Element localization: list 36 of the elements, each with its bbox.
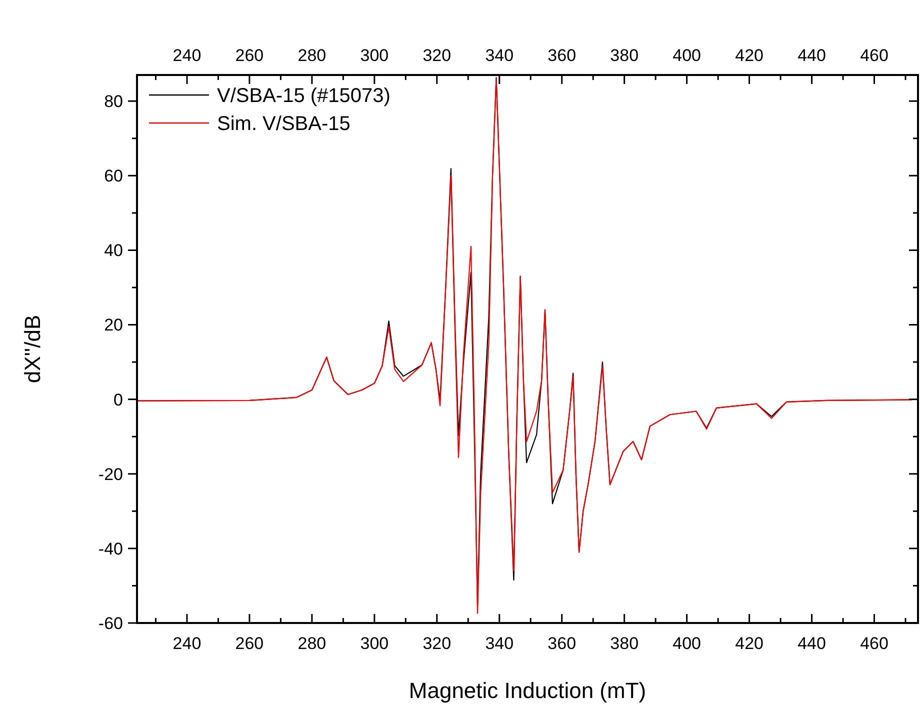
x2-tick-label: 420 bbox=[735, 634, 764, 653]
x-tick-label: 300 bbox=[360, 46, 389, 65]
x-tick-label: 240 bbox=[172, 46, 202, 65]
x-tick-label: 280 bbox=[298, 46, 326, 65]
y-tick-label: 0 bbox=[114, 390, 123, 410]
x2-tick-label: 460 bbox=[860, 634, 888, 653]
y-tick-label: -60 bbox=[98, 614, 123, 633]
x2-tick-label: 300 bbox=[360, 634, 389, 653]
x2-tick-label: 360 bbox=[548, 634, 576, 653]
y-tick-label: -40 bbox=[98, 539, 123, 558]
y-tick-label: 80 bbox=[104, 92, 123, 112]
x2-tick-label: 400 bbox=[672, 634, 702, 653]
x-tick-label: 440 bbox=[798, 46, 826, 65]
y-tick-label: 60 bbox=[104, 166, 123, 186]
x-axis-title: Magnetic Induction (mT) bbox=[408, 678, 646, 703]
x2-tick-label: 320 bbox=[422, 634, 452, 653]
x-tick-label: 360 bbox=[548, 46, 576, 65]
x-tick-label: 420 bbox=[735, 46, 764, 65]
legend-label: Sim. V/SBA-15 bbox=[217, 113, 350, 135]
legend-label: V/SBA-15 (#15073) bbox=[217, 85, 390, 107]
x-tick-label: 320 bbox=[422, 46, 452, 65]
x-tick-label: 260 bbox=[235, 46, 264, 65]
x2-tick-label: 440 bbox=[798, 634, 826, 653]
x-tick-label: 400 bbox=[672, 46, 702, 65]
x2-tick-label: 240 bbox=[172, 634, 202, 653]
y-tick-label: 20 bbox=[104, 316, 123, 335]
y-axis-title: dX''/dB bbox=[20, 314, 45, 384]
y-tick-label: 40 bbox=[104, 241, 123, 260]
x2-tick-label: 280 bbox=[298, 634, 326, 653]
x2-tick-label: 380 bbox=[610, 634, 639, 653]
x2-tick-label: 260 bbox=[235, 634, 264, 653]
x2-tick-label: 340 bbox=[485, 634, 514, 653]
x-tick-label: 380 bbox=[610, 46, 639, 65]
x-tick-label: 460 bbox=[860, 46, 888, 65]
x-tick-label: 340 bbox=[485, 46, 514, 65]
y-tick-label: -20 bbox=[98, 464, 123, 484]
